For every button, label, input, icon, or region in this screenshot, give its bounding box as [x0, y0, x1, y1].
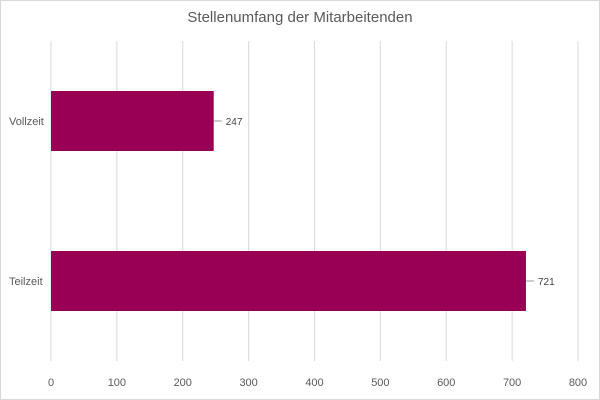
- x-tick-label: 600: [437, 377, 455, 389]
- x-tick-label: 500: [371, 377, 389, 389]
- x-tick-label: 0: [48, 377, 54, 389]
- x-tick-label: 800: [569, 377, 587, 389]
- chart-title: Stellenumfang der Mitarbeitenden: [187, 9, 413, 26]
- x-tick-label: 300: [239, 377, 257, 389]
- data-label: 721: [538, 277, 555, 288]
- bar: [51, 91, 214, 151]
- category-label: Vollzeit: [9, 116, 44, 128]
- bar: [51, 251, 526, 311]
- category-label: Teilzeit: [9, 276, 43, 288]
- x-tick-label: 100: [108, 377, 126, 389]
- x-tick-label: 700: [503, 377, 521, 389]
- x-tick-label: 200: [174, 377, 192, 389]
- data-label: 247: [226, 117, 243, 128]
- x-tick-label: 400: [305, 377, 323, 389]
